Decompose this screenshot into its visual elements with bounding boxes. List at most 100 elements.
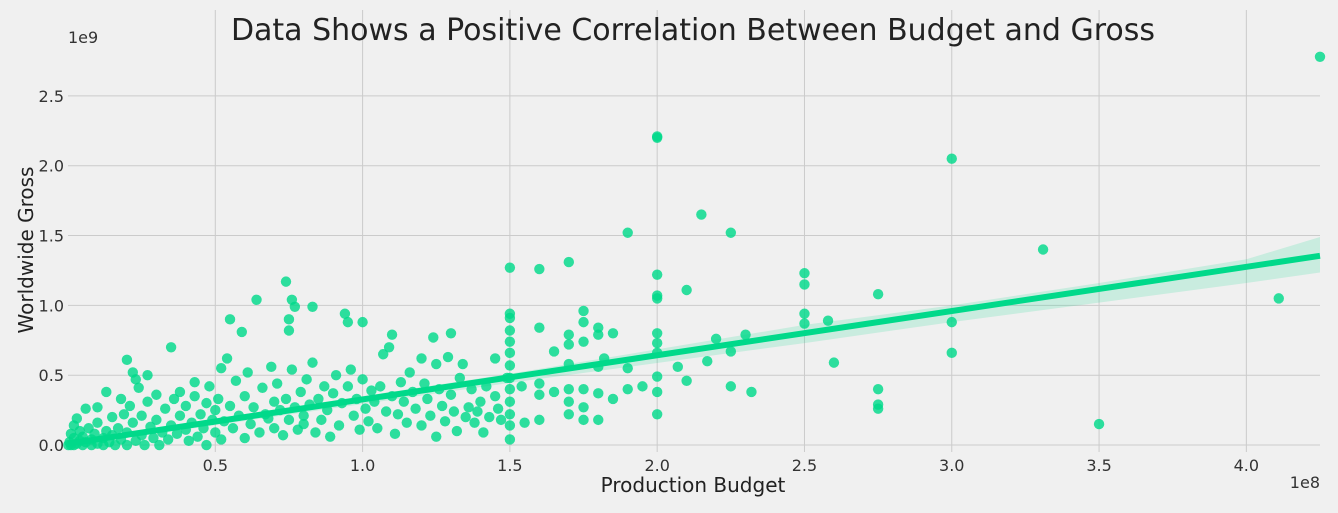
- data-point: [799, 308, 810, 319]
- data-point: [681, 375, 692, 386]
- data-point: [342, 381, 354, 392]
- data-point: [345, 364, 357, 375]
- x-tick-label: 4.0: [1234, 456, 1259, 475]
- data-point: [398, 396, 410, 407]
- data-point: [672, 361, 683, 373]
- x-tick-label: 2.5: [792, 456, 817, 475]
- data-point: [127, 417, 139, 428]
- data-point: [651, 409, 663, 420]
- data-point: [266, 361, 277, 373]
- data-point: [725, 381, 737, 392]
- x-tick-label: 1.0: [350, 456, 375, 475]
- data-point: [504, 262, 516, 273]
- data-point: [271, 378, 283, 389]
- data-point: [489, 390, 501, 402]
- data-point: [319, 381, 330, 392]
- data-point: [504, 409, 516, 420]
- x-tick-label: 0.5: [203, 456, 228, 475]
- data-point: [127, 367, 139, 378]
- data-point: [416, 353, 427, 364]
- data-point: [534, 378, 545, 389]
- data-point: [593, 329, 604, 340]
- x-tick-label: 3.0: [939, 456, 964, 475]
- data-point: [254, 427, 265, 438]
- data-point: [504, 360, 516, 371]
- data-point: [210, 427, 221, 438]
- data-point: [563, 396, 574, 407]
- data-point: [492, 403, 504, 414]
- data-point: [872, 383, 884, 395]
- data-point: [121, 439, 133, 451]
- data-point: [828, 357, 840, 368]
- data-point: [431, 358, 442, 370]
- data-point: [295, 386, 306, 398]
- data-point: [651, 337, 663, 349]
- data-point: [133, 382, 144, 393]
- data-point: [154, 439, 165, 451]
- data-point: [224, 314, 236, 325]
- data-point: [363, 416, 374, 427]
- data-point: [151, 414, 162, 426]
- data-point: [746, 386, 757, 398]
- data-point: [637, 381, 648, 392]
- data-point: [534, 263, 545, 275]
- data-point: [301, 374, 312, 385]
- data-point: [578, 383, 589, 395]
- data-point: [593, 414, 604, 426]
- data-point: [725, 227, 737, 238]
- data-point: [469, 417, 480, 428]
- data-point: [448, 406, 460, 417]
- data-point: [151, 389, 162, 400]
- data-point: [872, 288, 884, 300]
- regression-line: [67, 252, 1321, 447]
- data-point: [124, 400, 136, 412]
- data-point: [534, 322, 545, 333]
- data-point: [112, 423, 124, 434]
- data-point: [478, 427, 489, 438]
- data-point: [310, 427, 321, 438]
- data-point: [463, 402, 474, 413]
- data-point: [357, 374, 368, 385]
- data-point: [740, 329, 751, 340]
- data-point: [504, 420, 516, 431]
- y-tick-label: 1.5: [39, 227, 64, 246]
- data-point: [392, 409, 404, 420]
- data-point: [245, 418, 256, 430]
- data-point: [136, 410, 147, 421]
- data-point: [696, 209, 707, 220]
- data-point: [118, 409, 130, 420]
- data-point: [436, 400, 448, 412]
- data-point: [215, 363, 227, 374]
- data-point: [504, 383, 516, 395]
- data-point: [342, 316, 354, 328]
- data-point: [92, 417, 103, 428]
- data-point: [504, 347, 516, 359]
- data-point: [386, 329, 398, 340]
- x-offset-label: 1e8: [1290, 473, 1320, 492]
- data-point: [563, 256, 574, 268]
- chart-title: Data Shows a Positive Correlation Betwee…: [231, 13, 1155, 48]
- data-point: [1314, 51, 1326, 62]
- data-point: [442, 351, 454, 363]
- data-point: [183, 435, 194, 447]
- data-point: [548, 346, 560, 357]
- data-point: [799, 318, 810, 329]
- data-point: [622, 363, 633, 374]
- data-point: [92, 402, 103, 413]
- data-point: [651, 328, 663, 339]
- data-point: [534, 389, 545, 400]
- data-point: [174, 386, 186, 398]
- data-point: [330, 369, 342, 381]
- data-point: [404, 367, 415, 378]
- data-point: [395, 376, 407, 388]
- data-point: [121, 354, 133, 366]
- data-point: [168, 393, 180, 405]
- data-point: [425, 410, 436, 421]
- data-point: [224, 400, 236, 412]
- data-point: [389, 428, 401, 440]
- data-point: [115, 393, 127, 405]
- data-point: [702, 356, 713, 367]
- data-point: [348, 410, 359, 421]
- data-point: [451, 425, 463, 437]
